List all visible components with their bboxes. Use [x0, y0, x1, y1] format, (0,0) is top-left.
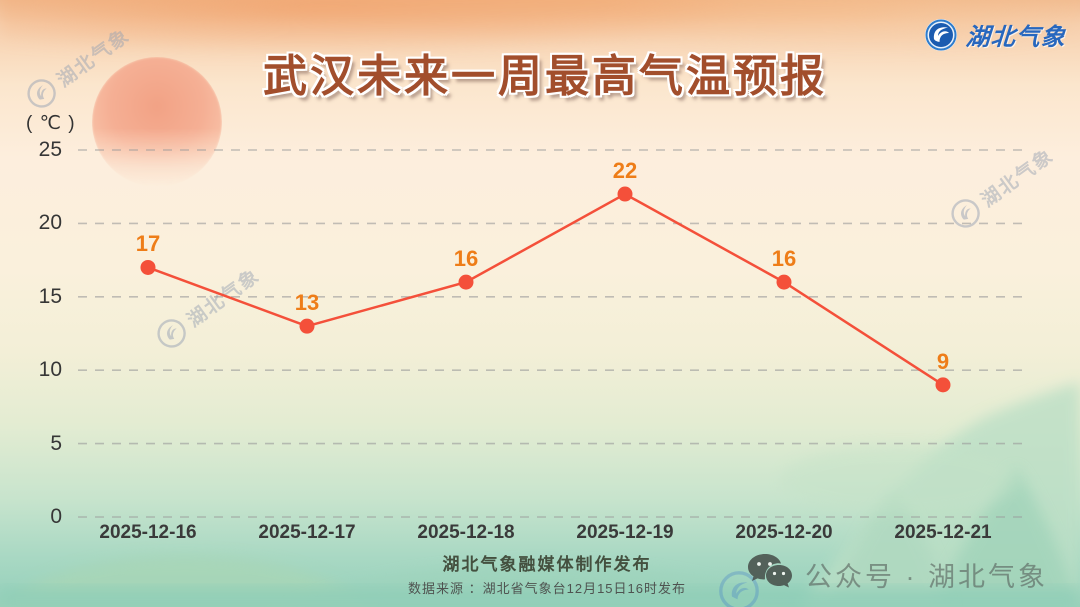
data-point-value: 16 [453, 246, 479, 272]
x-axis-label: 2025-12-18 [417, 522, 515, 543]
data-point-value: 16 [771, 246, 797, 272]
x-axis-label: 2025-12-19 [576, 522, 674, 543]
watermark-logo-icon [157, 319, 186, 348]
sun-decoration [92, 57, 222, 187]
watermark-logo-icon [27, 79, 56, 108]
wechat-account-label: 公众号 · 湖北气象 [805, 561, 1048, 592]
data-point [617, 186, 633, 202]
y-tick-label: 0 [50, 505, 62, 528]
page-title: 武汉未来一周最高气温预报 [263, 52, 827, 101]
cloud-band-decoration [0, 0, 1080, 56]
data-point [299, 318, 315, 334]
y-tick-label: 25 [38, 138, 62, 161]
wechat-icon [748, 554, 792, 588]
publisher-line: 湖北气象融媒体制作发布 [442, 555, 652, 574]
data-point [776, 274, 792, 290]
data-point-value: 9 [936, 348, 950, 374]
y-tick-label: 20 [38, 211, 62, 235]
brand-logo: 湖北气象 [924, 17, 1067, 52]
data-point-value: 13 [294, 290, 320, 316]
y-tick-label: 5 [50, 431, 62, 455]
watermark: 湖北气象 [21, 20, 136, 115]
watermark: 湖北气象 [945, 140, 1060, 235]
y-tick-label: 15 [38, 284, 62, 308]
x-axis-label: 2025-12-17 [258, 522, 356, 543]
hubei-weather-logo-icon [925, 18, 957, 51]
data-source-line: 数据来源 ：湖北省气象台12月15日16时发布 [408, 581, 686, 596]
x-axis-label: 2025-12-21 [894, 522, 992, 543]
temperature-line [147, 192, 944, 386]
x-axis-label: 2025-12-20 [735, 522, 833, 543]
data-point [140, 259, 156, 275]
data-point-value: 17 [135, 231, 161, 257]
watermark-logo-icon [719, 571, 759, 607]
wechat-account-row: 公众号 · 湖北气象 [745, 552, 1048, 596]
data-point-value: 22 [612, 158, 638, 184]
data-point [935, 377, 951, 393]
watermark-logo-icon [951, 199, 980, 228]
watermark: 湖北气象 [151, 260, 266, 355]
data-point [458, 274, 474, 290]
x-axis-label: 2025-12-16 [99, 522, 197, 543]
y-axis-unit-label: ( ℃ ) [26, 113, 76, 134]
y-tick-label: 10 [38, 358, 62, 382]
